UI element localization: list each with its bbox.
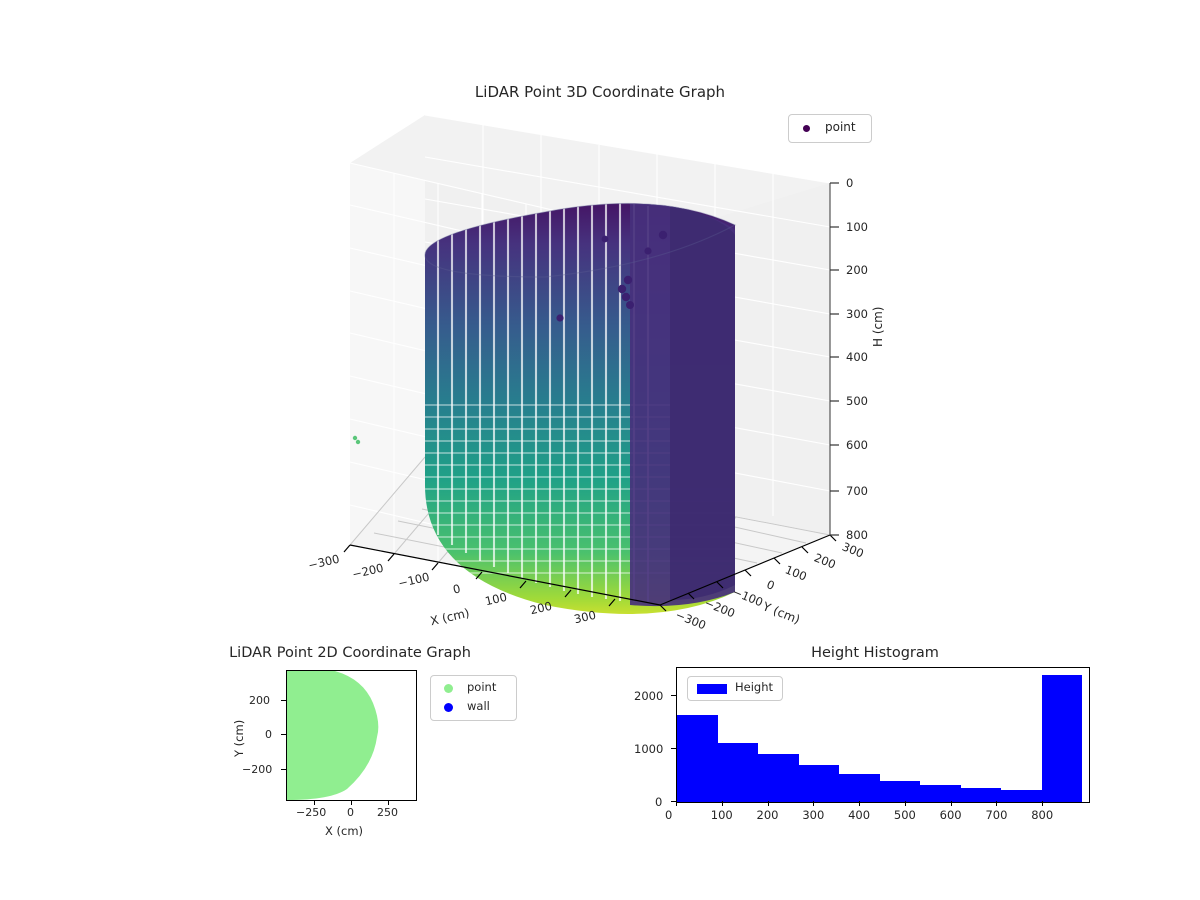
plot3d-legend-label: point — [825, 120, 856, 134]
histogram-bar — [677, 715, 718, 802]
plot3d-stray-green-points — [352, 435, 361, 445]
histogram-xtickmark — [767, 801, 769, 806]
plot3d-title: LiDAR Point 3D Coordinate Graph — [474, 83, 726, 101]
legend-wall-marker-icon — [444, 703, 453, 712]
plot3d-ztick-8: 800 — [846, 528, 868, 542]
histogram-legend-label: Height — [735, 680, 774, 694]
plot3d-ztick-2: 200 — [846, 263, 868, 277]
histogram-bar — [879, 780, 921, 802]
plot3d-ztick-3: 300 — [846, 307, 868, 321]
plot2d-ytick-1: 0 — [265, 728, 272, 741]
plot2d-legend-label-0: point — [467, 680, 497, 694]
histogram-ytickmark-0 — [671, 801, 676, 802]
plot2d-ytickmark-2 — [281, 769, 286, 770]
plot2d-xtickmark-1 — [351, 800, 352, 805]
plot2d-xtick-2: 250 — [377, 806, 398, 819]
histogram-bar — [1001, 790, 1042, 802]
histogram-bar — [758, 754, 799, 802]
legend-point-marker-icon — [803, 125, 810, 132]
histogram-xtickmark — [676, 801, 677, 806]
histogram-xtickmark — [813, 801, 815, 806]
plot3d-canvas — [343, 114, 839, 614]
plot2d-legend-label-1: wall — [467, 699, 490, 713]
plot2d-xlabel: X (cm) — [325, 824, 364, 838]
plot3d-ztick-6: 600 — [846, 438, 868, 452]
histogram-xtick: 200 — [756, 808, 779, 822]
histogram-title: Height Histogram — [811, 645, 939, 661]
plot3d-point-cloud — [425, 203, 735, 614]
histogram-bar — [717, 742, 758, 802]
plot3d-ztick-1: 100 — [846, 220, 868, 234]
plot2d-xtickmark-2 — [388, 800, 389, 805]
histogram-ytickmark-1 — [671, 748, 676, 749]
plot3d-y-tickmarks — [659, 534, 837, 612]
histogram-xtick: 500 — [893, 808, 916, 822]
histogram-ytick-0: 0 — [655, 795, 663, 809]
plot2d-ytick-0: 200 — [249, 694, 270, 707]
histogram-bar — [920, 784, 961, 802]
plot2d-ylabel: Y (cm) — [232, 719, 246, 757]
histogram-ytick-2: 2000 — [634, 689, 664, 703]
histogram-xtick: 300 — [802, 808, 825, 822]
plot3d-axes: −300 −200 −100 0 100 200 300 X (cm) −300… — [307, 105, 890, 645]
histogram-xtick: 100 — [710, 808, 733, 822]
plot3d-ztick-5: 500 — [846, 394, 868, 408]
histogram-xtick: 0 — [665, 808, 673, 822]
histogram-xtickmark — [996, 801, 998, 806]
plot2d-xtick-1: 0 — [347, 806, 354, 819]
histogram-xtickmark — [721, 801, 723, 806]
plot2d-canvas — [287, 671, 379, 800]
plot3d-ztick-7: 700 — [846, 484, 868, 498]
histogram-legend[interactable]: Height — [687, 676, 783, 701]
plot2d-ytick-2: −200 — [242, 763, 273, 776]
histogram-bar — [960, 787, 1002, 802]
plot2d-point-region — [287, 671, 379, 800]
histogram-xtick: 600 — [939, 808, 962, 822]
plot2d-legend[interactable]: point wall — [430, 675, 517, 721]
histogram-xtickmark — [1042, 801, 1044, 806]
histogram-xtick: 400 — [848, 808, 871, 822]
plot3d-ztick-4: 400 — [846, 350, 868, 364]
histogram-ytick-1: 1000 — [634, 742, 664, 756]
plot3d-legend[interactable]: point — [788, 114, 872, 143]
plot2d-ytickmark-1 — [281, 734, 286, 735]
legend-height-patch-icon — [697, 684, 727, 694]
histogram-bar — [1041, 674, 1083, 802]
legend-row-wall[interactable]: wall — [431, 698, 516, 718]
plot3d-zlabel: H (cm) — [871, 306, 885, 348]
legend-row-point[interactable]: point — [431, 678, 516, 698]
histogram-bar — [839, 774, 880, 802]
plot3d-ztick-0: 0 — [846, 176, 854, 190]
histogram-xtick: 800 — [1031, 808, 1054, 822]
histogram-xtick: 700 — [985, 808, 1008, 822]
plot3d-x-tickmarks — [343, 544, 616, 607]
plot3d-z-tickmarks — [830, 182, 839, 536]
histogram-axes — [676, 667, 1090, 803]
plot2d-ytickmark-0 — [281, 700, 286, 701]
histogram-ytickmark-2 — [671, 695, 676, 696]
legend-point-marker-icon — [444, 684, 453, 693]
histogram-bar — [798, 765, 840, 802]
plot3d-cylinder-rim — [424, 202, 737, 278]
histogram-xtickmark — [859, 801, 861, 806]
plot2d-axes — [286, 670, 417, 801]
histogram-xtickmark — [950, 801, 952, 806]
histogram-xtickmark — [904, 801, 906, 806]
plot2d-xtickmark-0 — [314, 800, 315, 805]
plot3d-outlier-points — [556, 230, 668, 322]
plot2d-xtick-0: −250 — [296, 806, 327, 819]
plot2d-title: LiDAR Point 2D Coordinate Graph — [229, 645, 471, 661]
